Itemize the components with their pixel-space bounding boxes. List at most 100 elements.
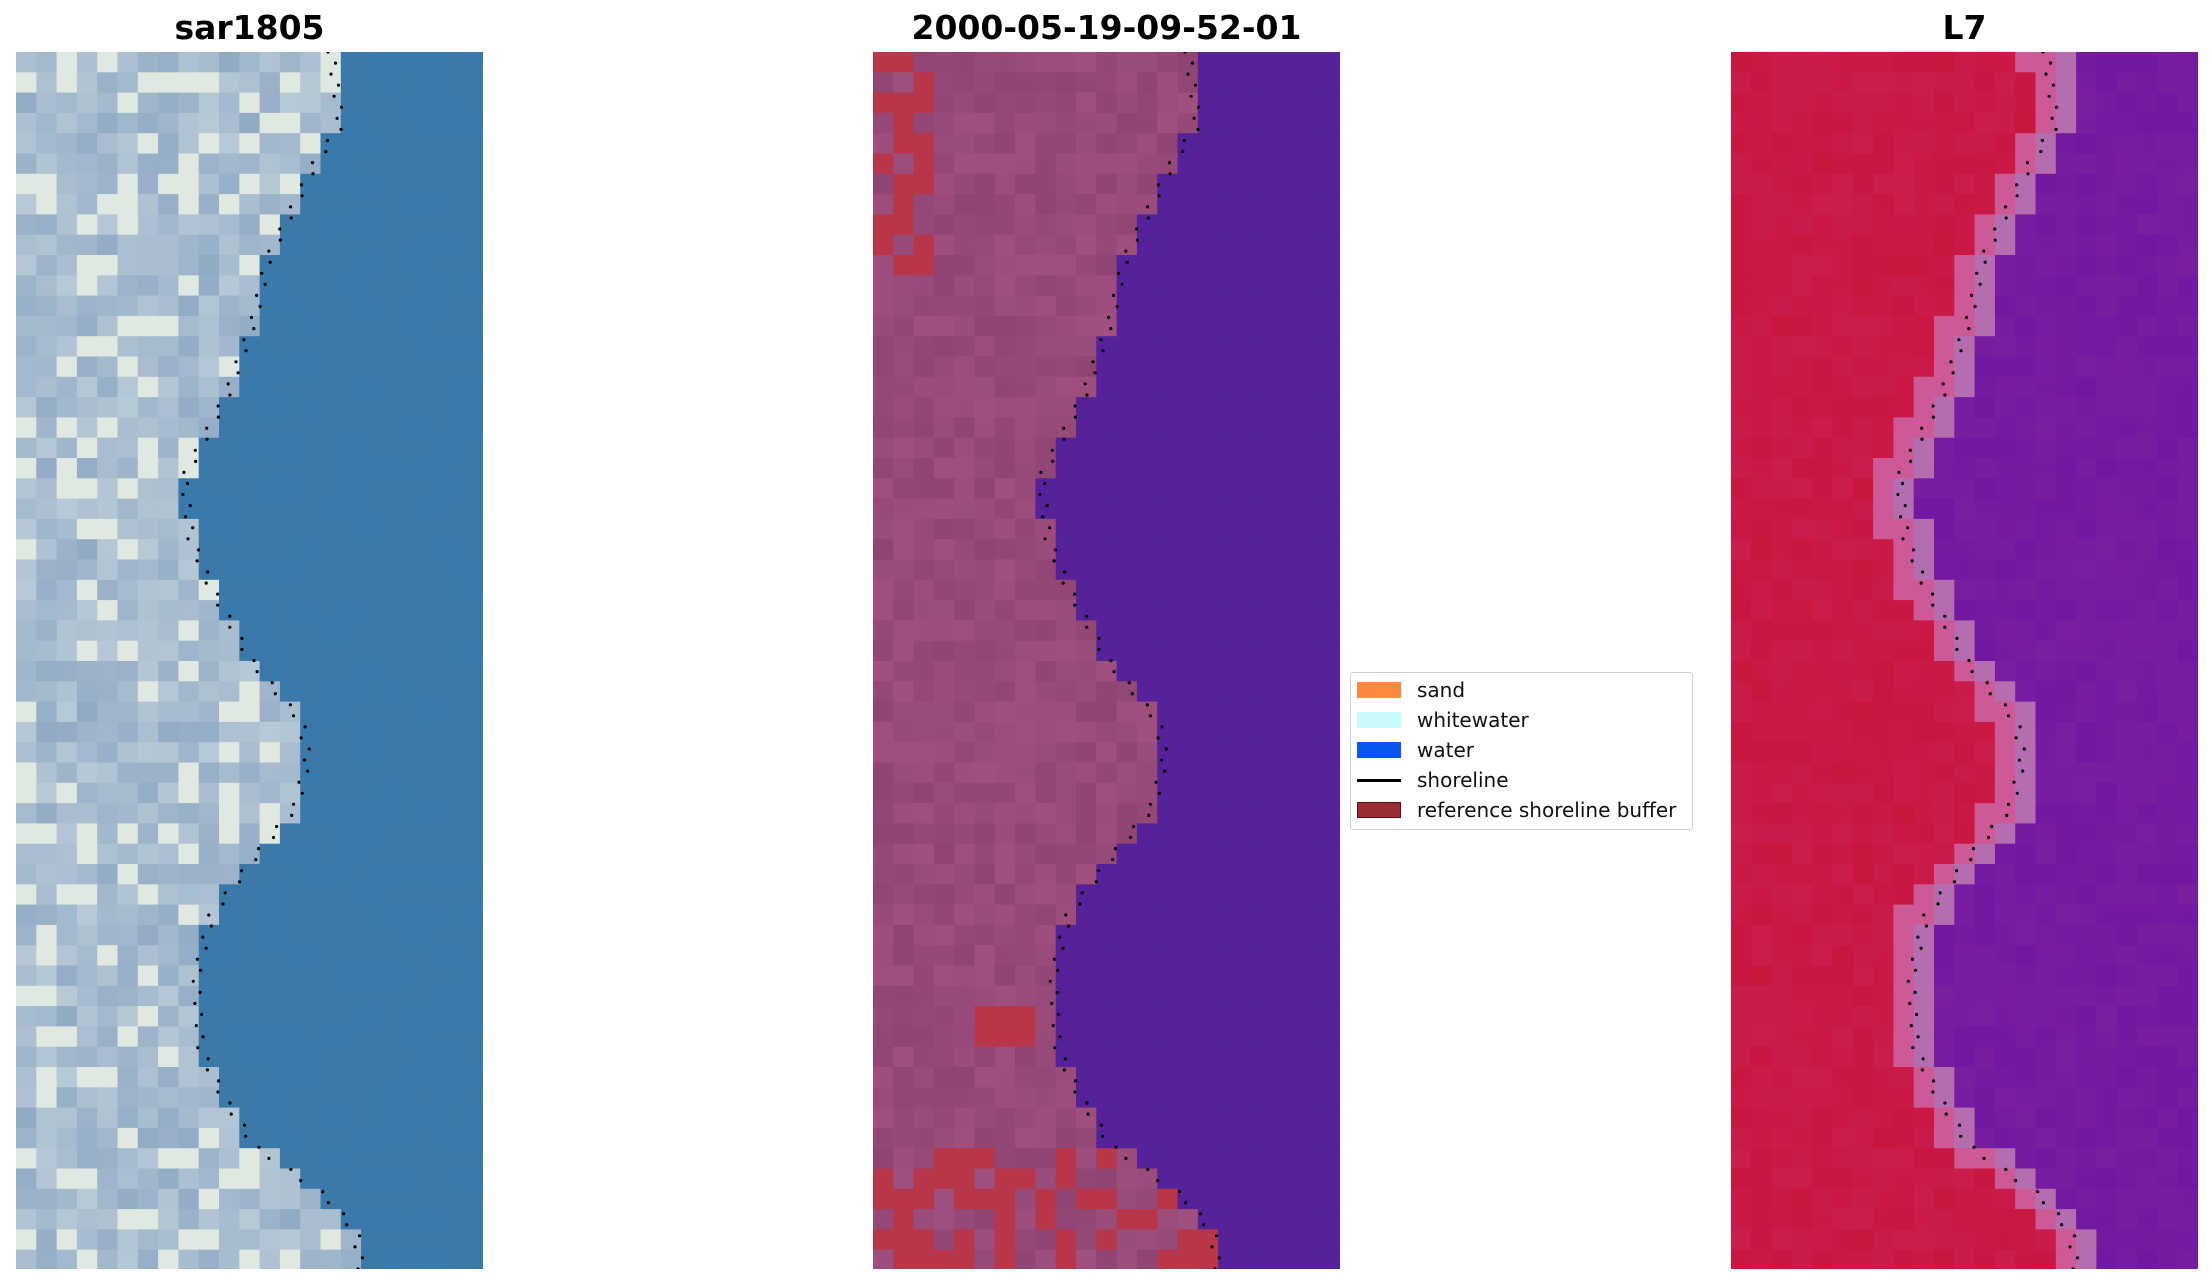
- pixel-cell: [442, 72, 464, 94]
- pixel-cell: [1258, 194, 1280, 215]
- pixel-cell: [1299, 620, 1321, 642]
- pixel-cell: [320, 1188, 342, 1210]
- pixel-cell: [1197, 985, 1219, 1007]
- pixel-cell: [198, 376, 220, 398]
- pixel-cell: [361, 295, 382, 317]
- pixel-cell: [1035, 884, 1057, 906]
- pixel-cell: [1299, 965, 1321, 987]
- pixel-cell: [279, 620, 301, 642]
- shoreline-point: [1973, 304, 1977, 309]
- pixel-cell: [1954, 315, 1976, 337]
- pixel-cell: [913, 518, 935, 540]
- pixel-cell: [1913, 985, 1935, 1007]
- pixel-cell: [381, 397, 403, 418]
- shoreline-point: [1909, 1024, 1913, 1028]
- pixel-cell: [1076, 559, 1097, 581]
- pixel-cell: [1791, 397, 1813, 418]
- pixel-cell: [1116, 214, 1138, 236]
- pixel-cell: [1299, 559, 1321, 581]
- pixel-cell: [279, 336, 301, 358]
- pixel-cell: [97, 376, 119, 398]
- pixel-cell: [137, 498, 159, 520]
- pixel-cell: [137, 1026, 159, 1048]
- pixel-cell: [1177, 884, 1199, 906]
- pixel-cell: [1319, 681, 1340, 703]
- pixel-cell: [76, 336, 98, 358]
- pixel-cell: [2116, 1127, 2138, 1149]
- pixel-cell: [259, 823, 281, 845]
- pixel-cell: [1791, 762, 1813, 784]
- pixel-cell: [1197, 1229, 1219, 1251]
- pixel-cell: [16, 1087, 37, 1109]
- shoreline-point: [1954, 869, 1959, 873]
- shoreline-point: [2025, 161, 2030, 165]
- pixel-cell: [2137, 1026, 2158, 1048]
- pixel-cell: [76, 1026, 98, 1048]
- pixel-cell: [954, 518, 976, 540]
- pixel-cell: [1238, 559, 1260, 581]
- pixel-cell: [76, 1127, 98, 1149]
- pixel-cell: [56, 72, 78, 94]
- pixel-cell: [994, 1046, 1016, 1068]
- pixel-cell: [2076, 1107, 2097, 1129]
- pixel-cell: [320, 397, 342, 418]
- pixel-cell: [1812, 559, 1834, 581]
- pixel-cell: [1873, 234, 1894, 256]
- pixel-cell: [1974, 721, 1996, 743]
- pixel-cell: [1934, 985, 1955, 1007]
- pixel-cell: [16, 255, 37, 276]
- pixel-cell: [2177, 153, 2198, 175]
- pixel-cell: [2137, 336, 2158, 358]
- pixel-cell: [1771, 904, 1793, 926]
- pixel-cell: [1954, 52, 1976, 73]
- pixel-cell: [1035, 843, 1057, 865]
- pixel-cell: [974, 52, 996, 73]
- pixel-cell: [1096, 1046, 1118, 1068]
- shoreline-point: [194, 459, 198, 463]
- pixel-cell: [1136, 1148, 1158, 1170]
- pixel-cell: [2055, 701, 2077, 723]
- pixel-cell: [2116, 843, 2138, 865]
- pixel-cell: [198, 1148, 220, 1170]
- pixel-cell: [913, 884, 935, 906]
- pixel-cell: [198, 1229, 220, 1251]
- pixel-cell: [1076, 52, 1097, 73]
- pixel-cell: [300, 742, 322, 764]
- pixel-cell: [2076, 112, 2097, 134]
- shoreline-point: [1127, 681, 1131, 685]
- pixel-cell: [97, 518, 119, 540]
- pixel-cell: [1812, 1148, 1834, 1170]
- pixel-cell: [279, 153, 301, 175]
- pixel-cell: [36, 1148, 58, 1170]
- pixel-cell: [2137, 1107, 2158, 1129]
- pixel-cell: [1771, 843, 1793, 865]
- pixel-cell: [2055, 133, 2077, 155]
- pixel-cell: [422, 640, 443, 662]
- pixel-cell: [36, 52, 58, 73]
- shoreline-point: [195, 559, 199, 563]
- pixel-cell: [1238, 1107, 1260, 1129]
- shoreline-point: [1959, 1134, 1963, 1138]
- pixel-cell: [1076, 843, 1097, 865]
- pixel-cell: [1994, 600, 2016, 621]
- pixel-cell: [76, 376, 98, 398]
- pixel-cell: [1258, 72, 1280, 94]
- pixel-cell: [300, 1168, 322, 1190]
- pixel-cell: [442, 1026, 464, 1048]
- pixel-cell: [1218, 275, 1239, 297]
- pixel-cell: [1218, 376, 1239, 398]
- pixel-cell: [1913, 234, 1935, 256]
- pixel-cell: [2055, 1127, 2077, 1149]
- pixel-cell: [2076, 579, 2097, 601]
- pixel-cell: [178, 1026, 200, 1048]
- pixel-cell: [1076, 194, 1097, 215]
- pixel-cell: [1319, 275, 1340, 297]
- pixel-cell: [1177, 173, 1199, 195]
- pixel-cell: [1974, 52, 1996, 73]
- pixel-cell: [158, 437, 179, 459]
- shoreline-point: [1943, 625, 1947, 629]
- pixel-cell: [1015, 1026, 1036, 1048]
- pixel-cell: [954, 194, 976, 215]
- pixel-cell: [158, 356, 179, 378]
- pixel-cell: [1893, 864, 1915, 885]
